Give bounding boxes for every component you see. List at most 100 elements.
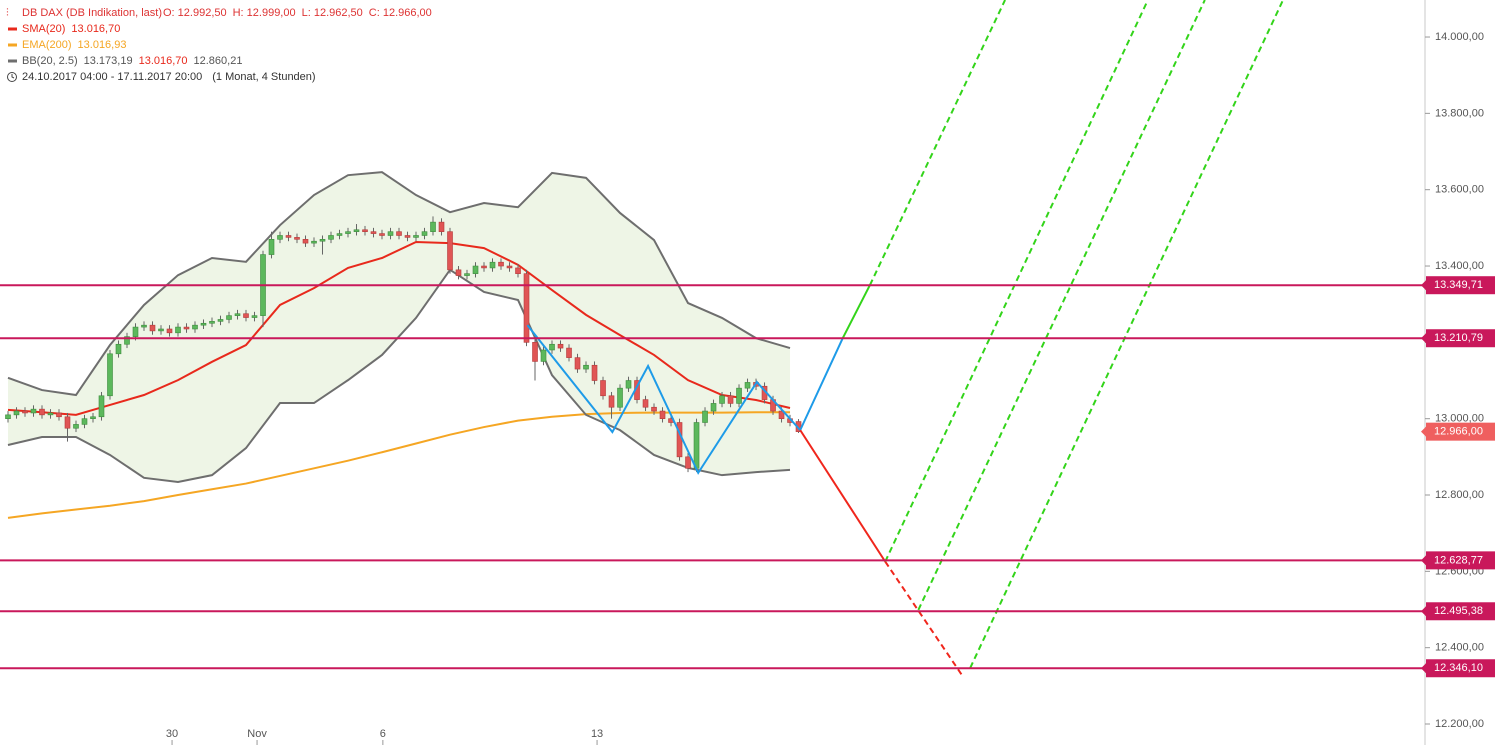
candle-body [98,395,105,418]
candle-body [336,233,343,236]
last-price-pointer [1421,426,1426,437]
legend-name: SMA(20) [22,23,65,35]
candle-body [472,265,479,274]
candle-body [387,231,394,236]
period-note: (1 Monat, 4 Stunden) [212,71,315,83]
candle-body [277,235,283,240]
candle-body [591,364,598,381]
x-tick-label: 13 [591,728,603,740]
candle-body [73,424,79,429]
last-price-box [1426,422,1495,441]
level-label-pointer [1421,663,1426,674]
level-label-box [1426,329,1495,348]
level-label-pointer [1421,333,1426,344]
level-label-box [1426,659,1495,678]
candle-body [532,342,538,362]
candle-body [489,261,496,269]
drawing-line [841,284,871,339]
legend-icon: ⫶ [6,7,9,19]
bollinger-band [7,171,791,397]
clock-icon [7,72,17,82]
candle-body [370,231,377,234]
legend-name: EMA(200) [22,39,72,51]
candle-body [404,235,411,238]
candle-body [736,387,742,404]
candle-body [251,315,258,318]
candle-body [64,416,71,429]
candle-body [353,229,360,232]
candle-body [455,269,462,276]
ohlc-label: C: 12.966,00 [369,7,432,19]
level-label: 13.210,79 [1434,332,1483,344]
candle-body [430,221,436,232]
candle-body [311,240,317,244]
candle-body [39,408,45,416]
candle-body [115,343,122,355]
candle-body [209,321,215,324]
level-label: 13.349,71 [1434,279,1483,291]
candle-body [540,349,547,362]
y-tick-label: 12.200,00 [1435,718,1484,730]
y-tick-label: 13.600,00 [1435,184,1484,196]
candle-body [600,380,606,397]
candle-body [319,239,326,242]
candle-body [149,324,156,332]
candle-body [234,313,241,316]
candle-body [702,410,708,423]
header-legend: ⫶ DB DAX (DB Indikation, last) O: 12.992,5… [6,7,432,83]
candle-body [22,410,28,414]
candle-body [175,326,181,334]
level-label: 12.628,77 [1434,554,1483,566]
x-tick-label: 6 [380,728,386,740]
legend-value: 13.016,70 [139,55,188,67]
candle-body [217,319,224,322]
indicator-line [7,240,791,416]
candle-body [506,265,513,269]
plot-area [5,0,1284,676]
y-tick-label: 13.400,00 [1435,260,1484,272]
candle-body [30,408,37,414]
candle-body [566,347,572,358]
candle-body [710,403,717,412]
legend-value: 12.860,21 [194,55,243,67]
candle-body [413,235,419,238]
candle-body [243,313,249,318]
legend-name: BB(20, 2.5) [22,55,78,67]
candle-body [268,239,275,255]
candle-body [498,261,504,267]
candle-body [557,343,564,349]
period: 24.10.2017 04:00 - 17.11.2017 20:00 [22,71,202,83]
candle-body [421,231,428,236]
candle-body [447,231,453,271]
y-tick-label: 12.400,00 [1435,642,1484,654]
candle-body [574,357,581,370]
candle-body [192,324,198,330]
drawing-line [884,561,963,676]
candle-body [642,399,649,408]
drawing-line [869,0,1006,286]
candle-body [302,239,309,244]
candle-body [685,456,691,469]
x-tick-label: Nov [247,728,267,740]
level-label-box [1426,602,1495,621]
candle-body [132,326,139,337]
candle-body [396,231,402,236]
candle-body [90,416,96,419]
candle-body [719,395,725,404]
level-label-pointer [1421,555,1426,566]
indicator-line [7,411,791,519]
candle-body [651,406,657,412]
candle-body [438,221,445,232]
candle-body [549,343,555,351]
candle-body [362,229,368,232]
candle-body [379,233,385,236]
candle-body [158,328,164,332]
ohlc-label: O: 12.992,50 [163,7,227,19]
candle-body [625,380,632,389]
candle-body [166,328,173,334]
candle-body [183,326,190,330]
candle-body [345,231,351,234]
candle-body [481,265,487,269]
level-label-pointer [1421,606,1426,617]
